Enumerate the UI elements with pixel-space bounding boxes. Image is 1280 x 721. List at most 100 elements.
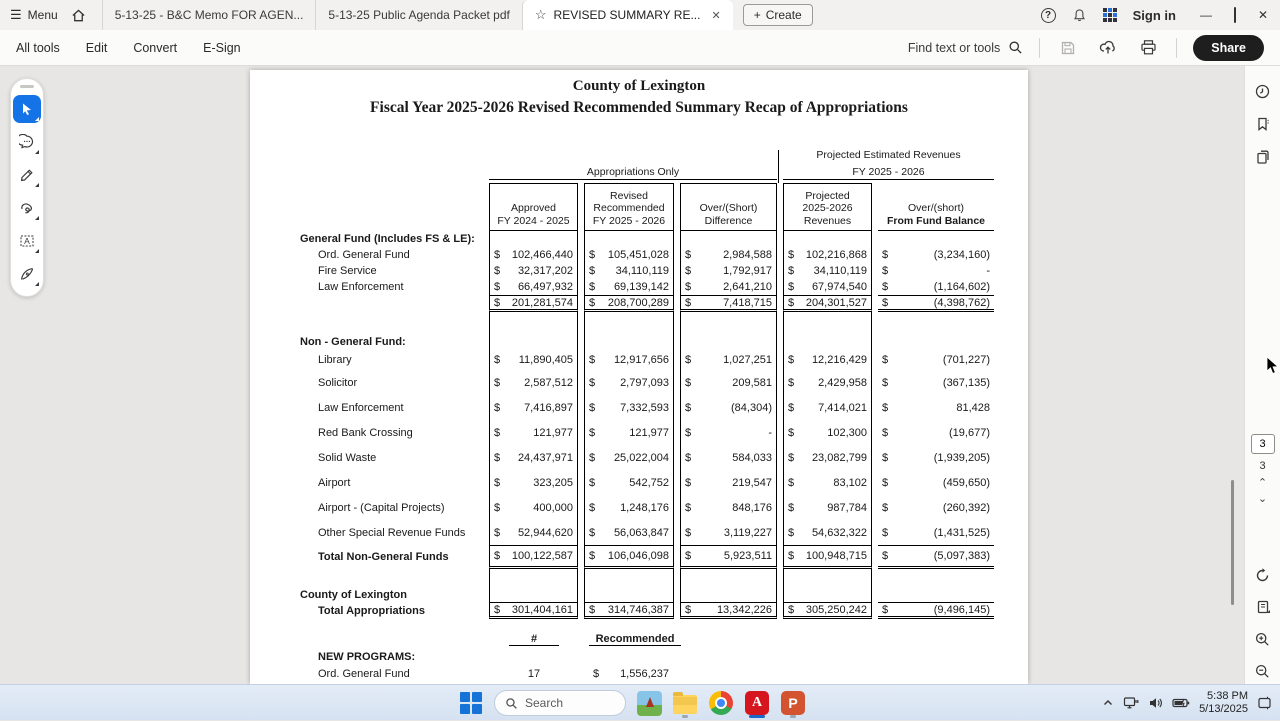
find-label: Find text or tools: [908, 41, 1000, 55]
windows-taskbar: Search A P 5:38 PM 5/13/2025: [0, 684, 1280, 720]
comment-tool-button[interactable]: [13, 128, 41, 156]
table-row: Fire Service $32,317,202 $34,110,119 $1,…: [300, 263, 994, 279]
upload-share-button[interactable]: [1096, 36, 1120, 60]
file-explorer-button[interactable]: [672, 688, 698, 718]
bookmarks-button[interactable]: [1250, 111, 1276, 137]
powerpoint-button[interactable]: P: [780, 688, 806, 718]
close-tab-icon[interactable]: ✕: [711, 9, 720, 22]
vertical-scrollbar-thumb[interactable]: [1231, 480, 1234, 605]
taskbar-search[interactable]: Search: [494, 690, 626, 716]
acrobat-button[interactable]: A: [744, 688, 770, 718]
pdf-page: County of Lexington Fiscal Year 2025-202…: [250, 70, 1028, 684]
all-tools-menu[interactable]: All tools: [16, 41, 60, 55]
volume-icon[interactable]: [1148, 696, 1163, 710]
draw-tool-button[interactable]: [13, 194, 41, 222]
search-icon: [505, 697, 518, 710]
restore-button[interactable]: [1234, 8, 1236, 22]
toolbar-divider: [1039, 38, 1040, 58]
fill-sign-tool-button[interactable]: [13, 260, 41, 288]
edit-menu[interactable]: Edit: [86, 41, 108, 55]
help-icon[interactable]: ?: [1041, 8, 1056, 23]
quick-tools-panel: A: [10, 78, 44, 297]
widgets-button[interactable]: [636, 688, 662, 718]
text-box-tool-button[interactable]: A: [13, 227, 41, 255]
print-button[interactable]: [1136, 36, 1160, 60]
page-number-input[interactable]: [1251, 434, 1275, 454]
apps-grid-icon[interactable]: [1103, 8, 1117, 22]
windows-logo-icon: [460, 692, 482, 714]
close-window-button[interactable]: ✕: [1258, 8, 1268, 22]
hidden-icons-chevron[interactable]: [1102, 697, 1114, 709]
document-pane: A County of Lexington Fiscal Year 2025-2…: [0, 66, 1280, 684]
find-text-button[interactable]: Find text or tools: [908, 40, 1023, 55]
highlight-tool-button[interactable]: [13, 161, 41, 189]
toolbar-divider: [1176, 38, 1177, 58]
chrome-button[interactable]: [708, 688, 734, 718]
spacer-row: [300, 312, 994, 334]
next-page-button[interactable]: ⌄: [1258, 494, 1267, 504]
notifications-bell-icon[interactable]: [1072, 8, 1087, 23]
table-row: Solid Waste $24,437,971 $25,022,004 $584…: [300, 445, 994, 470]
table-row: Library $11,890,405 $12,917,656 $1,027,2…: [300, 349, 994, 370]
minimize-button[interactable]: —: [1200, 8, 1212, 22]
printer-icon: [1140, 39, 1157, 56]
pencil-icon: [19, 167, 35, 183]
save-button[interactable]: [1056, 36, 1080, 60]
battery-icon[interactable]: [1172, 697, 1190, 709]
zoom-out-button[interactable]: [1250, 658, 1276, 684]
new-programs-number-header: #: [509, 633, 559, 646]
page-view-button[interactable]: [1250, 594, 1276, 620]
network-icon[interactable]: [1123, 696, 1139, 710]
date-label: 5/13/2025: [1199, 703, 1248, 716]
create-button[interactable]: + Create: [743, 4, 813, 26]
zoom-out-icon: [1254, 663, 1271, 680]
table-row: Ord. General Fund $102,466,440 $105,451,…: [300, 247, 994, 263]
page-view-icon: [1255, 599, 1271, 615]
col-header-difference: Over/(Short)Difference: [680, 183, 777, 231]
drag-handle[interactable]: [20, 85, 34, 88]
notification-center-icon[interactable]: [1257, 696, 1272, 711]
page-thumbnails-button[interactable]: [1250, 144, 1276, 170]
recent-activity-button[interactable]: [1250, 78, 1276, 104]
table-row: Law Enforcement $7,416,897 $7,332,593 $(…: [300, 395, 994, 420]
table-row: Solicitor $2,587,512 $2,797,093 $209,581…: [300, 370, 994, 395]
acrobat-icon: A: [745, 691, 769, 715]
menu-button[interactable]: ☰ Menu: [10, 7, 58, 23]
signature-pen-icon: [19, 266, 35, 282]
non-general-total-row: Total Non-General Funds $100,122,587 $10…: [300, 545, 994, 569]
table-row: Other Special Revenue Funds $52,944,620 …: [300, 520, 994, 545]
tab-agenda-packet[interactable]: 5-13-25 Public Agenda Packet pdf: [315, 0, 521, 30]
save-icon: [1060, 40, 1076, 56]
table-row: Red Bank Crossing $121,977 $121,977 $- $…: [300, 420, 994, 445]
share-button[interactable]: Share: [1193, 35, 1264, 61]
table-row: General Fund (Includes FS & LE):: [300, 231, 994, 247]
esign-menu[interactable]: E-Sign: [203, 41, 241, 55]
previous-page-button[interactable]: ⌃: [1258, 478, 1267, 488]
start-button[interactable]: [458, 688, 484, 718]
tab-revised-summary[interactable]: ☆ REVISED SUMMARY RE... ✕: [522, 0, 733, 30]
cloud-upload-icon: [1099, 39, 1117, 57]
tab-memo[interactable]: 5-13-25 - B&C Memo FOR AGEN...: [102, 0, 316, 30]
zoom-in-button[interactable]: [1250, 626, 1276, 652]
hamburger-icon: ☰: [10, 7, 22, 23]
tab-title: 5-13-25 Public Agenda Packet pdf: [328, 8, 509, 22]
svg-text:A: A: [24, 236, 30, 246]
home-icon: [71, 8, 86, 23]
rotate-page-button[interactable]: [1250, 562, 1276, 588]
search-label: Search: [525, 696, 563, 710]
create-label: Create: [766, 8, 802, 22]
bookmark-icon: [1255, 116, 1271, 132]
sign-in-button[interactable]: Sign in: [1133, 8, 1176, 23]
zoom-in-icon: [1254, 631, 1271, 648]
table-row: Airport $323,205 $542,752 $219,547 $83,1…: [300, 470, 994, 495]
tab-title: REVISED SUMMARY RE...: [554, 8, 701, 22]
taskbar-clock[interactable]: 5:38 PM 5/13/2025: [1199, 690, 1248, 716]
fy-2025-2026-header: FY 2025 - 2026: [783, 166, 994, 180]
home-button[interactable]: [66, 8, 92, 23]
star-icon[interactable]: ☆: [535, 7, 547, 23]
convert-menu[interactable]: Convert: [133, 41, 177, 55]
select-tool-button[interactable]: [13, 95, 41, 123]
